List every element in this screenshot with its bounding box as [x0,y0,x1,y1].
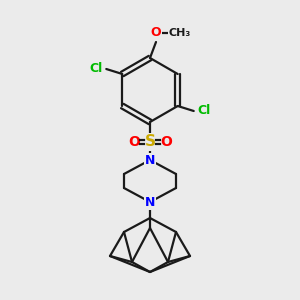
Text: Cl: Cl [197,104,210,118]
Text: N: N [145,196,155,208]
Text: O: O [128,135,140,149]
Text: O: O [160,135,172,149]
Text: Cl: Cl [90,62,103,76]
Text: CH₃: CH₃ [169,28,191,38]
Text: O: O [151,26,161,40]
Text: S: S [145,134,155,149]
Text: N: N [145,154,155,166]
